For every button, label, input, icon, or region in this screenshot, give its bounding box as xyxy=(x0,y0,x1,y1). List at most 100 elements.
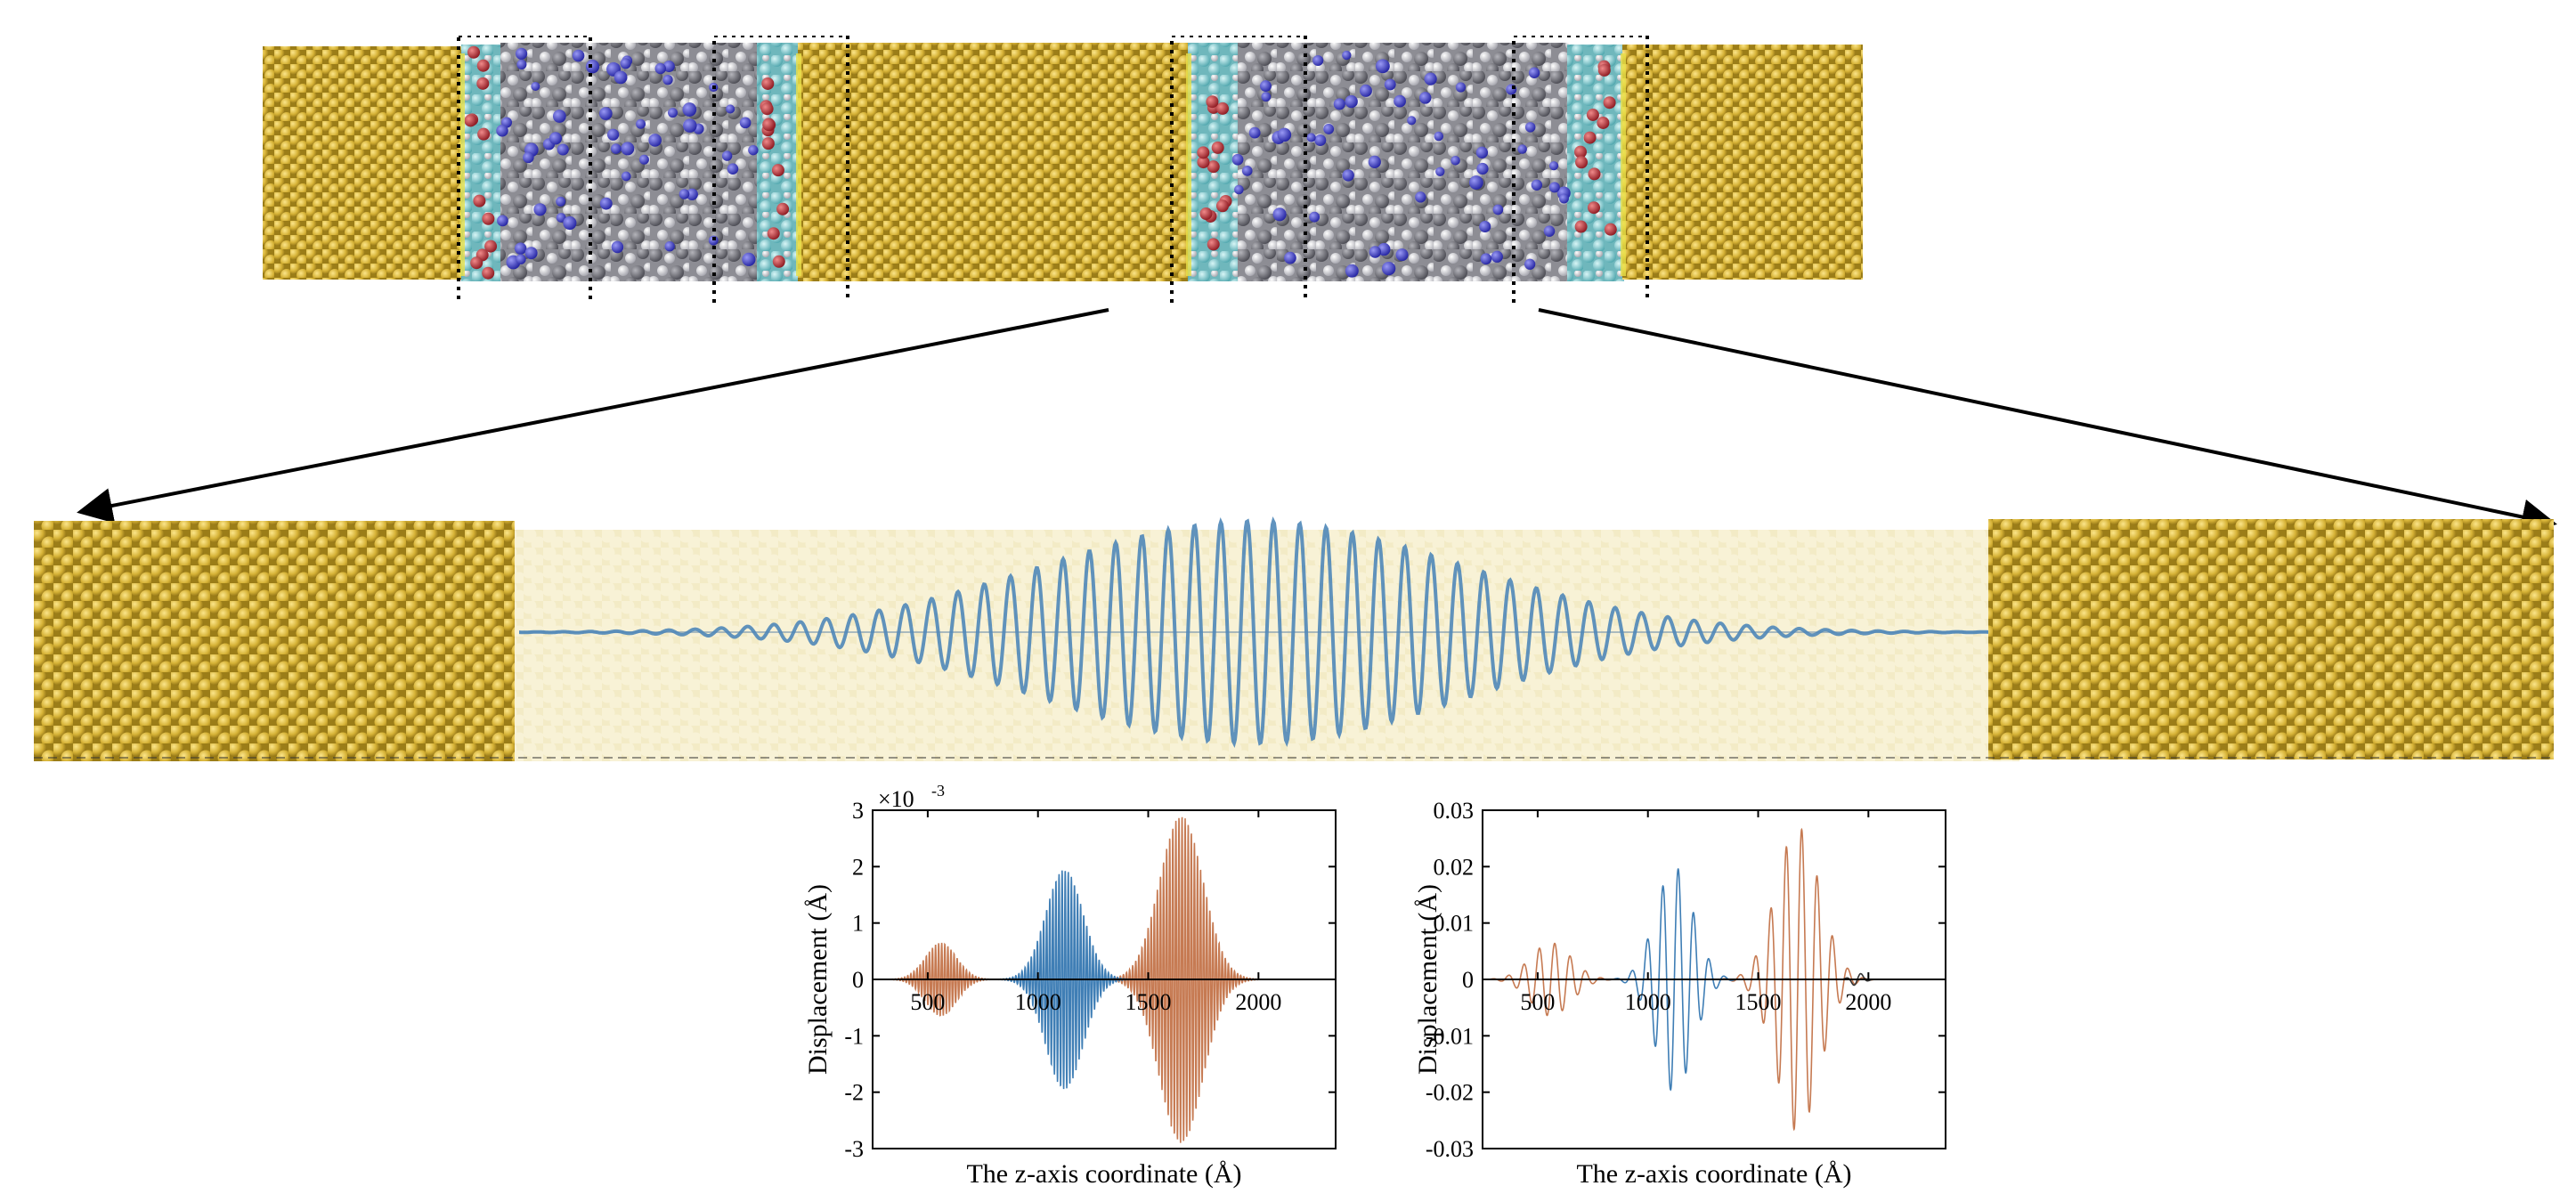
nitrogen-atom xyxy=(533,203,547,216)
oxygen-atom xyxy=(1216,102,1230,115)
nitrogen-atom xyxy=(1309,211,1321,223)
left-arrow xyxy=(77,308,1109,524)
oxygen-atom xyxy=(762,118,776,132)
interface-box-1 xyxy=(457,36,592,303)
interface-box-4 xyxy=(1512,36,1649,303)
nitrogen-atom xyxy=(1524,258,1536,270)
oxygen-atom xyxy=(1586,108,1599,121)
nitrogen-atom xyxy=(1342,169,1354,182)
nitrogen-atom xyxy=(1424,72,1437,85)
x-tick-label: 500 xyxy=(910,989,945,1015)
exponent-label: ×10 xyxy=(878,786,914,812)
oxygen-atom xyxy=(464,114,477,127)
nitrogen-atom xyxy=(1418,92,1432,104)
nitrogen-atom xyxy=(1395,248,1409,262)
nitrogen-atom xyxy=(1543,225,1556,237)
nitrogen-atom xyxy=(1455,82,1467,93)
nitrogen-atom xyxy=(1451,156,1460,166)
oxygen-atom xyxy=(1199,207,1213,221)
nitrogen-atom xyxy=(549,132,563,145)
nitrogen-atom xyxy=(524,247,538,260)
nitrogen-atom xyxy=(563,215,577,231)
nitrogen-atom xyxy=(662,75,673,85)
oxygen-atom xyxy=(476,59,490,72)
nitrogen-atom xyxy=(1248,126,1261,139)
oxygen-atom xyxy=(1583,131,1597,144)
nitrogen-atom xyxy=(556,196,566,207)
nitrogen-atom xyxy=(620,58,631,69)
oxygen-atom xyxy=(477,127,491,141)
nitrogen-atom xyxy=(1548,182,1560,193)
nitrogen-atom xyxy=(1277,127,1292,142)
y-tick-label: 2 xyxy=(852,854,864,880)
nitrogen-atom xyxy=(552,110,566,123)
nitrogen-atom xyxy=(1261,92,1272,102)
oxygen-atom xyxy=(473,194,486,207)
oxygen-atom xyxy=(1597,63,1611,77)
oxygen-atom xyxy=(1574,145,1588,158)
nitrogen-atom xyxy=(1415,191,1426,203)
oxygen-atom xyxy=(476,77,490,90)
x-tick-label: 500 xyxy=(1520,989,1555,1015)
x-tick-label: 1000 xyxy=(1015,989,1061,1015)
nitrogen-atom xyxy=(686,188,698,200)
x-tick-label: 1500 xyxy=(1125,989,1172,1015)
zoom-strip-image xyxy=(34,516,2554,761)
nitrogen-atom xyxy=(682,102,697,117)
molecular-structure-image xyxy=(263,36,1863,303)
oxygen-atom xyxy=(767,227,780,240)
nitrogen-atom xyxy=(1479,221,1491,233)
nitrogen-atom xyxy=(1468,175,1483,190)
y-tick-label: 0.01 xyxy=(1434,911,1475,937)
oxygen-atom xyxy=(1197,156,1210,169)
nitrogen-atom xyxy=(679,189,690,199)
nitrogen-atom xyxy=(726,104,735,114)
oxygen-atom xyxy=(761,137,775,150)
nitrogen-atom xyxy=(1528,67,1540,78)
oxygen-atom xyxy=(1197,146,1210,159)
nitrogen-atom xyxy=(611,143,622,154)
nitrogen-atom xyxy=(1524,122,1536,133)
nitrogen-atom xyxy=(1345,264,1359,278)
oxygen-atom xyxy=(772,255,785,268)
y-tick-label: 1 xyxy=(852,911,864,937)
nitrogen-atom xyxy=(1272,207,1287,222)
nitrogen-atom xyxy=(496,124,508,137)
wave-packet-line xyxy=(519,516,1988,748)
oxygen-atom xyxy=(1207,160,1220,174)
nitrogen-atom xyxy=(614,70,628,85)
nitrogen-atom xyxy=(742,252,756,266)
nitrogen-atom xyxy=(585,60,600,74)
nitrogen-atom xyxy=(621,171,631,182)
exponent-power: -3 xyxy=(931,782,945,800)
oxygen-atom xyxy=(1207,238,1220,251)
nitrogen-atom xyxy=(621,142,635,156)
x-tick-label: 2000 xyxy=(1845,989,1891,1015)
oxygen-atom xyxy=(1597,116,1610,129)
right-arrow xyxy=(1538,308,2557,535)
x-tick-label: 1500 xyxy=(1735,989,1782,1015)
nitrogen-atom xyxy=(1342,50,1352,61)
y-tick-label: 0 xyxy=(1462,967,1474,993)
nitrogen-atom xyxy=(1517,144,1527,154)
nitrogen-atom xyxy=(1231,153,1244,166)
nitrogen-atom xyxy=(1434,131,1444,142)
nitrogen-atom xyxy=(636,118,646,129)
nitrogen-atom xyxy=(748,144,759,156)
y-tick-label: -3 xyxy=(844,1136,864,1162)
y-tick-label: -0.03 xyxy=(1426,1136,1474,1162)
right-chart: 0.03 0.02 0.01 0 -0.01 -0.02 -0.03 500 1000 1500 2… xyxy=(1413,798,1946,1189)
oxygen-atom xyxy=(1211,141,1224,154)
nitrogen-atom xyxy=(1368,155,1381,169)
left-chart: 3 2 1 0 -1 -2 -3 500 1000 1500 2000 The z-axis coor… xyxy=(803,782,1337,1189)
oxygen-atom xyxy=(1215,199,1229,213)
oxygen-atom xyxy=(1206,95,1219,109)
nitrogen-atom xyxy=(1384,78,1396,91)
nitrogen-atom xyxy=(662,61,675,73)
oxygen-atom xyxy=(1588,167,1601,181)
nitrogen-atom xyxy=(1323,123,1335,134)
y-tick-label: 3 xyxy=(852,798,864,824)
nitrogen-atom xyxy=(721,150,733,161)
y-tick-label: 0.02 xyxy=(1434,854,1475,880)
